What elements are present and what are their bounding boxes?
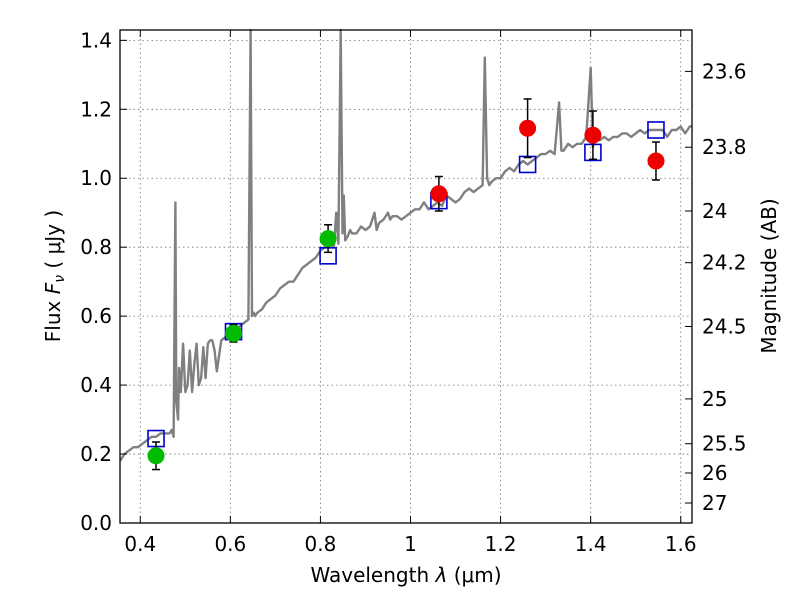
y2-tick-label: 26 [702, 461, 727, 485]
y2-tick-label: 24.5 [702, 314, 747, 338]
y2-tick-label: 23.8 [702, 135, 747, 159]
y-tick-label: 1.4 [80, 28, 112, 52]
plot-frame [119, 29, 693, 524]
y2-tick-label: 24.2 [702, 251, 747, 275]
green-observed-point [224, 324, 242, 342]
error-bars [152, 98, 660, 471]
y-tick-label: 1.0 [80, 166, 112, 190]
green-observed-point [147, 447, 165, 465]
x-tick-label: 1.4 [575, 532, 607, 556]
y-tick-label: 0.2 [80, 442, 112, 466]
spectrum-line [118, 28, 692, 462]
y2-tick-label: 25.5 [702, 432, 747, 456]
y-tick-label: 0.0 [80, 511, 112, 535]
model-photometry-series [147, 121, 665, 448]
grid [120, 30, 692, 524]
red-observed-point [430, 185, 448, 203]
spectrum-series [118, 28, 692, 462]
y2-tick-label: 27 [702, 491, 727, 515]
red-observed-point [519, 119, 537, 137]
x-tick-label: 1.6 [665, 532, 697, 556]
green-observed-point [319, 230, 337, 248]
y2-tick-label: 25 [702, 387, 727, 411]
model-box-marker [647, 121, 665, 139]
red-observed-point [584, 126, 602, 144]
axis-ticks: 0.4 0.6 0.8 1 1.2 1.4 1.6 0.0 0.2 0.4 0.6 0.8 1.0 1.2… [80, 28, 746, 556]
observed-points [147, 119, 665, 465]
x-tick-label: 1.2 [485, 532, 517, 556]
y2-axis-label: Magnitude (AB) [757, 198, 781, 353]
y-tick-label: 0.6 [80, 304, 112, 328]
red-observed-point [647, 152, 665, 170]
x-tick-label: 0.8 [305, 532, 337, 556]
y2-tick-label: 24 [702, 199, 727, 223]
y-tick-label: 0.8 [80, 235, 112, 259]
y-axis-label: Flux Fν ( μJy ) [41, 210, 68, 342]
y2-tick-label: 23.6 [702, 59, 747, 83]
y-tick-label: 0.4 [80, 373, 112, 397]
y-tick-label: 1.2 [80, 97, 112, 121]
x-axis-label: Wavelength λ (μm) [310, 563, 501, 587]
x-tick-label: 0.4 [124, 532, 156, 556]
x-tick-label: 1 [404, 532, 417, 556]
x-tick-label: 0.6 [214, 532, 246, 556]
